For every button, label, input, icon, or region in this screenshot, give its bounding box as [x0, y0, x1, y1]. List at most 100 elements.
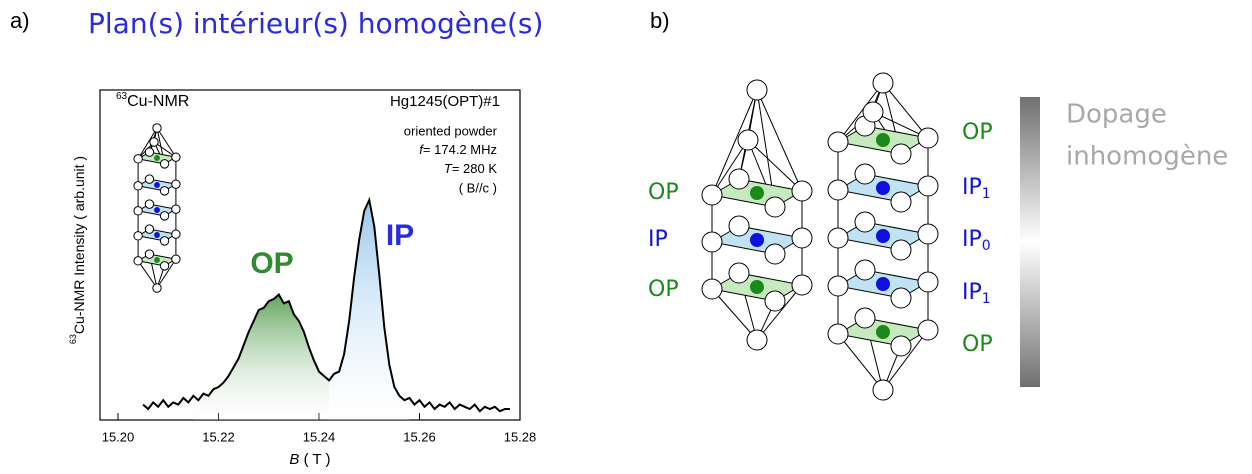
layer-label-text: IP [962, 175, 982, 200]
copper [876, 229, 890, 243]
oxygen [827, 275, 849, 297]
layer-label-text: IP [962, 227, 982, 252]
oxygen [133, 206, 143, 216]
copper [154, 232, 160, 238]
bond [137, 127, 158, 160]
panel-label: a) [10, 8, 30, 33]
apical-oxygen [152, 123, 162, 133]
bond [756, 284, 803, 341]
copper [750, 186, 764, 200]
nucleus-sup: 63 [116, 91, 128, 102]
apical-oxygen [746, 329, 768, 351]
oxygen [854, 211, 876, 233]
oxygen [171, 229, 181, 239]
layer-label-text: OP [962, 332, 993, 357]
nucleus-label: 63Cu-NMR [116, 91, 189, 111]
bond [882, 329, 929, 391]
oxygen [890, 191, 912, 213]
condition-symbol: T [444, 161, 453, 176]
bond [837, 82, 884, 143]
oxygen [171, 152, 181, 162]
apical-oxygen [152, 283, 162, 293]
copper [154, 155, 160, 161]
oxygen [890, 335, 912, 357]
layer-label-text: OP [962, 120, 993, 145]
oxygen [159, 236, 170, 246]
condition-symbol: f [419, 142, 424, 157]
oxygen [144, 224, 155, 234]
x-axis-label: B ( T ) [289, 451, 330, 468]
apical-oxygen [746, 79, 768, 101]
copper [876, 181, 890, 195]
bond [882, 82, 929, 139]
bond [756, 89, 803, 192]
copper [750, 280, 764, 294]
oxygen [917, 127, 939, 149]
oxygen [854, 307, 876, 329]
y-axis-label-sup: 63 [68, 334, 78, 344]
copper [876, 277, 890, 291]
x-tick-label: 15.20 [102, 429, 135, 444]
apical-oxygen [872, 72, 894, 94]
bond [711, 139, 749, 196]
doping-bar [1020, 97, 1040, 387]
y-axis-label: 63Cu-NMR Intensity ( arb.unit ) [68, 156, 86, 344]
layer-label: IP1 [962, 280, 991, 307]
apical-oxygen [872, 379, 894, 401]
oxygen [827, 323, 849, 345]
bond [137, 260, 158, 289]
oxygen [890, 143, 912, 165]
y-axis-label-text: Cu-NMR Intensity ( arb.unit ) [71, 156, 87, 334]
oxygen [133, 231, 143, 241]
layer-label: OP [648, 180, 679, 205]
apical-oxygen [737, 129, 759, 151]
layer-label: IP1 [962, 175, 991, 202]
oxygen [159, 159, 170, 169]
heading: Plan(s) intérieur(s) homogène(s) [88, 7, 543, 40]
oxygen [917, 319, 939, 341]
oxygen [159, 261, 170, 271]
condition: oriented powder [404, 123, 498, 138]
layer-label: IP0 [962, 227, 991, 254]
layer-label: IP [648, 227, 668, 252]
copper [876, 325, 890, 339]
condition-text: = 174.2 MHz [423, 142, 497, 157]
oxygen [854, 163, 876, 185]
oxygen [890, 287, 912, 309]
bond [711, 89, 758, 196]
copper [154, 207, 160, 213]
x-tick-label: 15.22 [202, 429, 235, 444]
x-axis-label-unit: ( T ) [299, 451, 330, 468]
layer-label: OP [962, 332, 993, 357]
oxygen [764, 196, 786, 218]
oxygen [764, 243, 786, 265]
doping-label: Dopage [1066, 100, 1167, 130]
oxygen [728, 215, 750, 237]
oxygen [728, 168, 750, 190]
x-axis-label-symbol: B [289, 451, 299, 468]
oxygen [144, 147, 155, 157]
oxygen [791, 274, 813, 296]
panel-label: b) [650, 8, 670, 33]
oxygen [890, 239, 912, 261]
apical-oxygen [149, 137, 159, 147]
oxygen [701, 184, 723, 206]
oxygen [171, 254, 181, 264]
peak-annotation: IP [386, 219, 414, 252]
layer-label: OP [962, 120, 993, 145]
layer-label: OP [648, 277, 679, 302]
apical-oxygen [862, 101, 884, 123]
oxygen [764, 290, 786, 312]
layer-label-sub: 0 [982, 238, 991, 254]
layer-label-sub: 1 [982, 291, 991, 307]
oxygen [144, 174, 155, 184]
x-tick-label: 15.26 [403, 429, 436, 444]
condition-text: = 280 K [452, 161, 498, 176]
layer-label-text: IP [962, 280, 982, 305]
oxygen [728, 262, 750, 284]
copper [750, 233, 764, 247]
layer-label-text: OP [648, 180, 679, 205]
peak-annotation: OP [250, 247, 293, 280]
oxygen [171, 204, 181, 214]
